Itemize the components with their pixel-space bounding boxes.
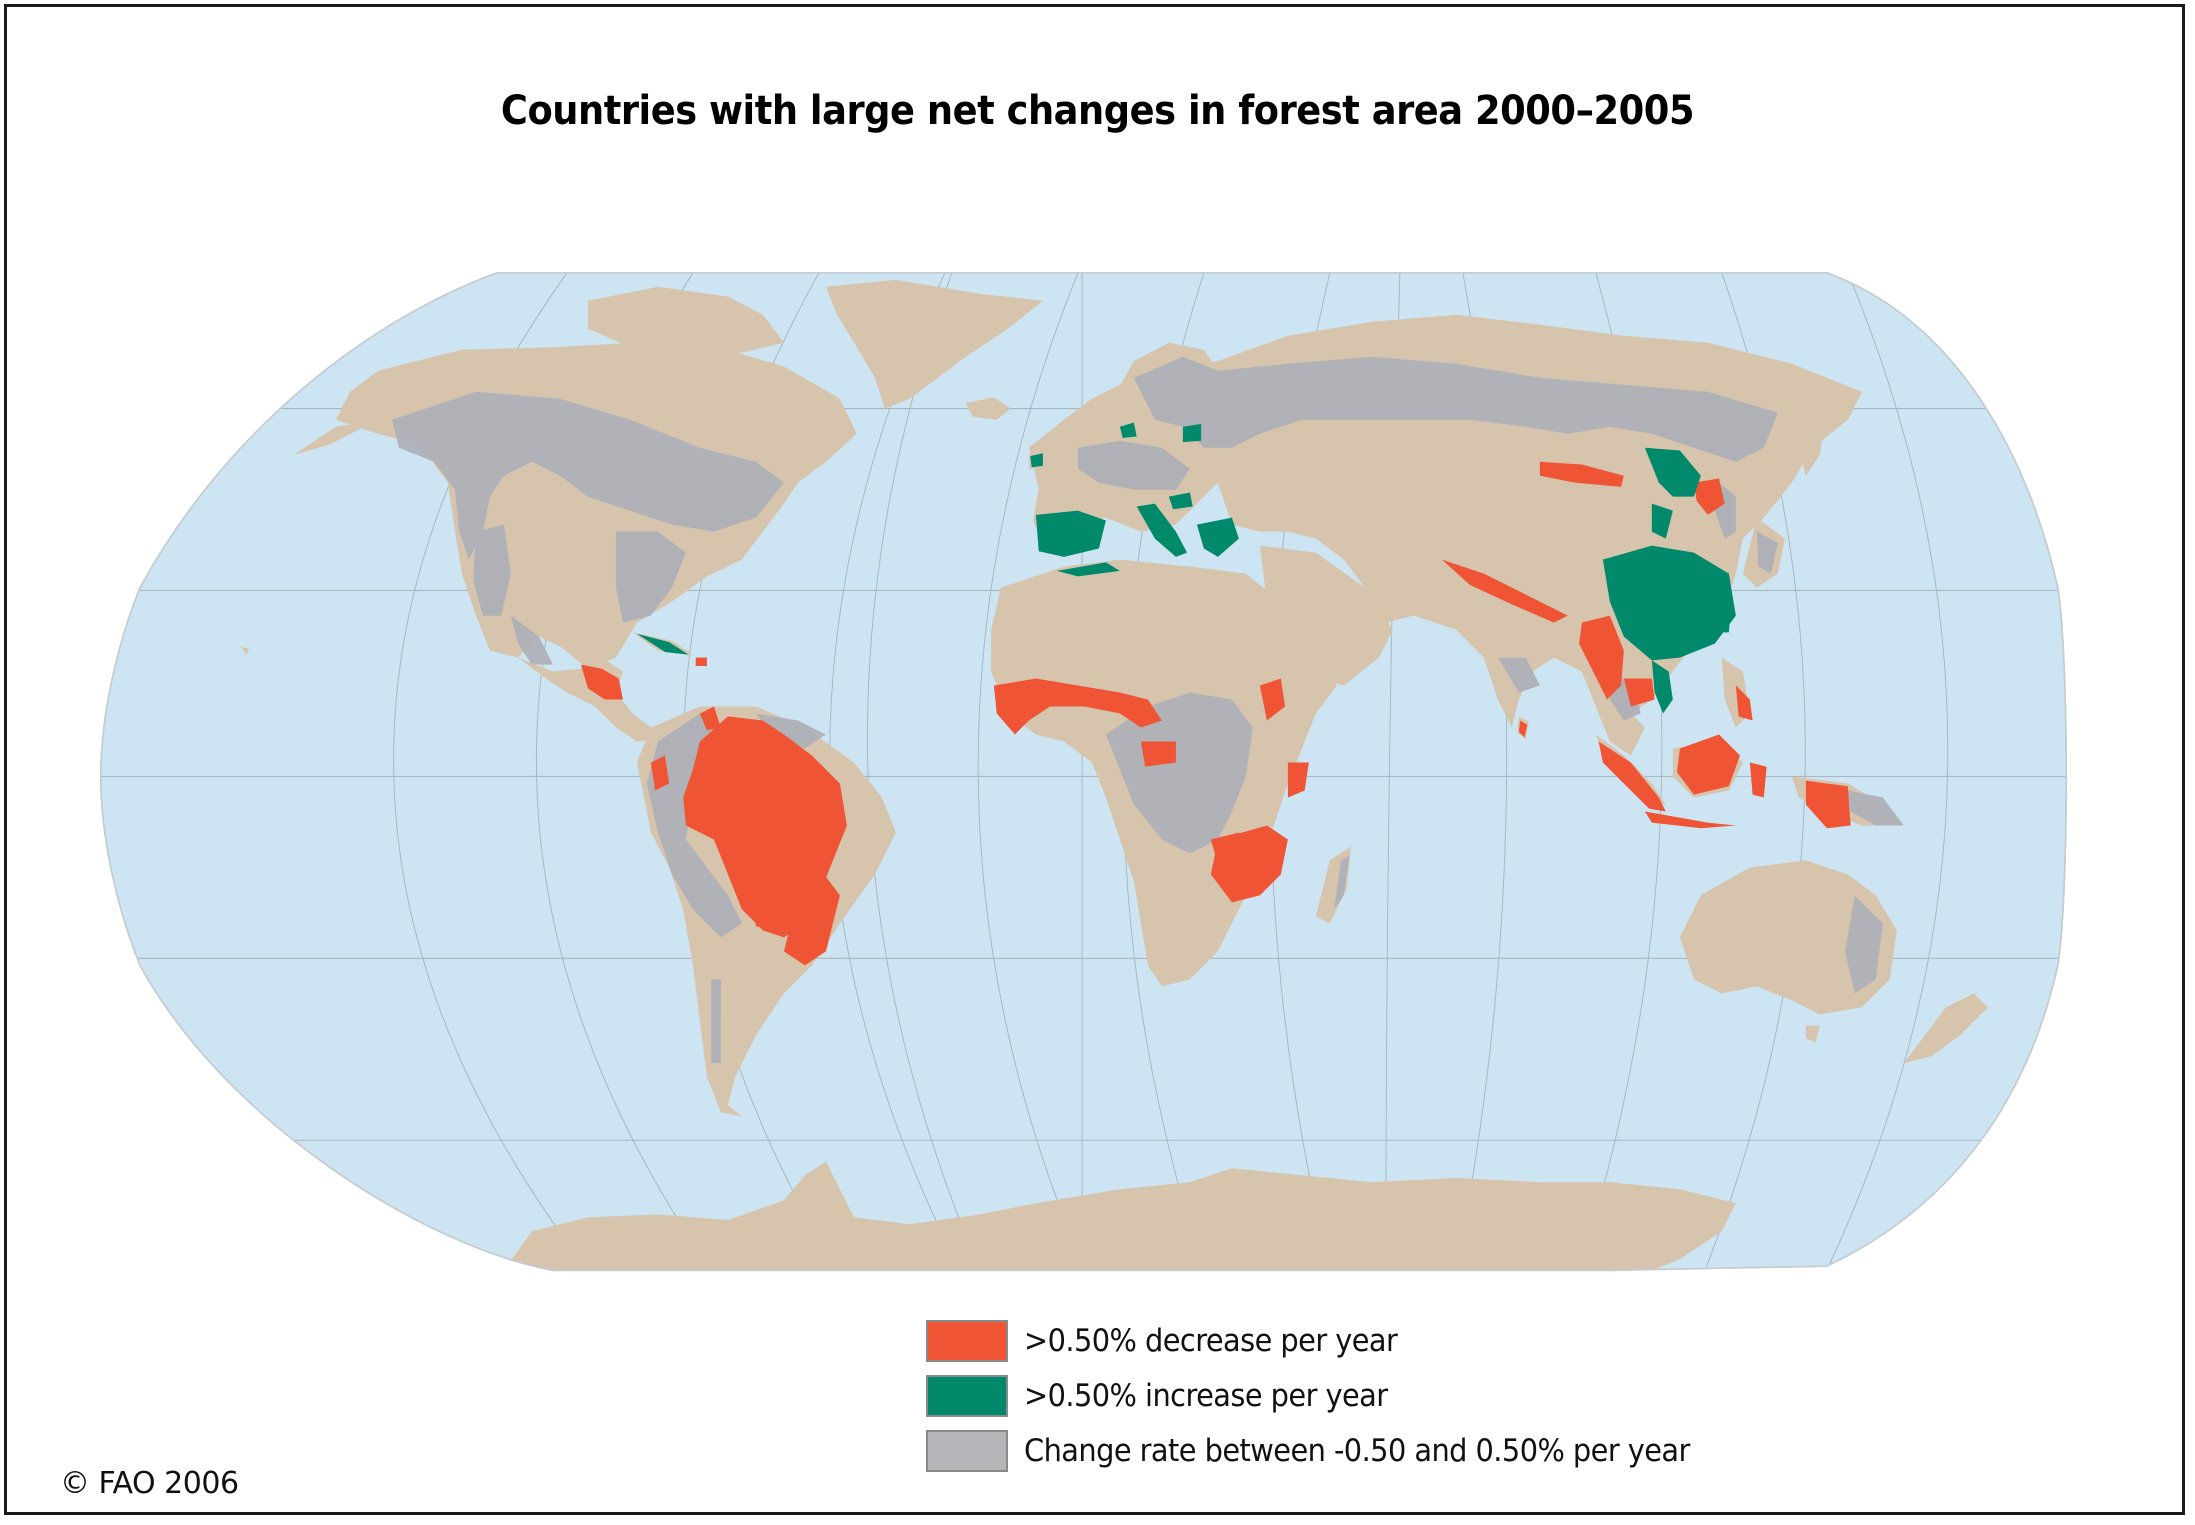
- legend-label-decrease: >0.50% decrease per year: [1024, 1322, 1398, 1359]
- legend-item-stable: Change rate between -0.50 and 0.50% per …: [926, 1429, 1740, 1472]
- legend-item-increase: >0.50% increase per year: [926, 1374, 1740, 1417]
- legend-swatch-stable: [926, 1429, 1008, 1472]
- legend-swatch-increase: [926, 1374, 1008, 1417]
- forest-decrease: [580, 461, 1851, 966]
- legend-swatch-decrease: [926, 1319, 1008, 1362]
- copyright: © FAO 2006: [60, 1466, 239, 1501]
- legend-label-stable: Change rate between -0.50 and 0.50% per …: [1024, 1432, 1690, 1469]
- legend-label-increase: >0.50% increase per year: [1024, 1377, 1388, 1414]
- legend: >0.50% decrease per year >0.50% increase…: [926, 1319, 1740, 1485]
- legend-item-decrease: >0.50% decrease per year: [926, 1319, 1740, 1362]
- forest-increase: [636, 422, 1736, 714]
- map-outline: [99, 271, 2068, 1272]
- page-title: Countries with large net changes in fore…: [500, 88, 1695, 134]
- forest-stable: [391, 356, 1904, 1064]
